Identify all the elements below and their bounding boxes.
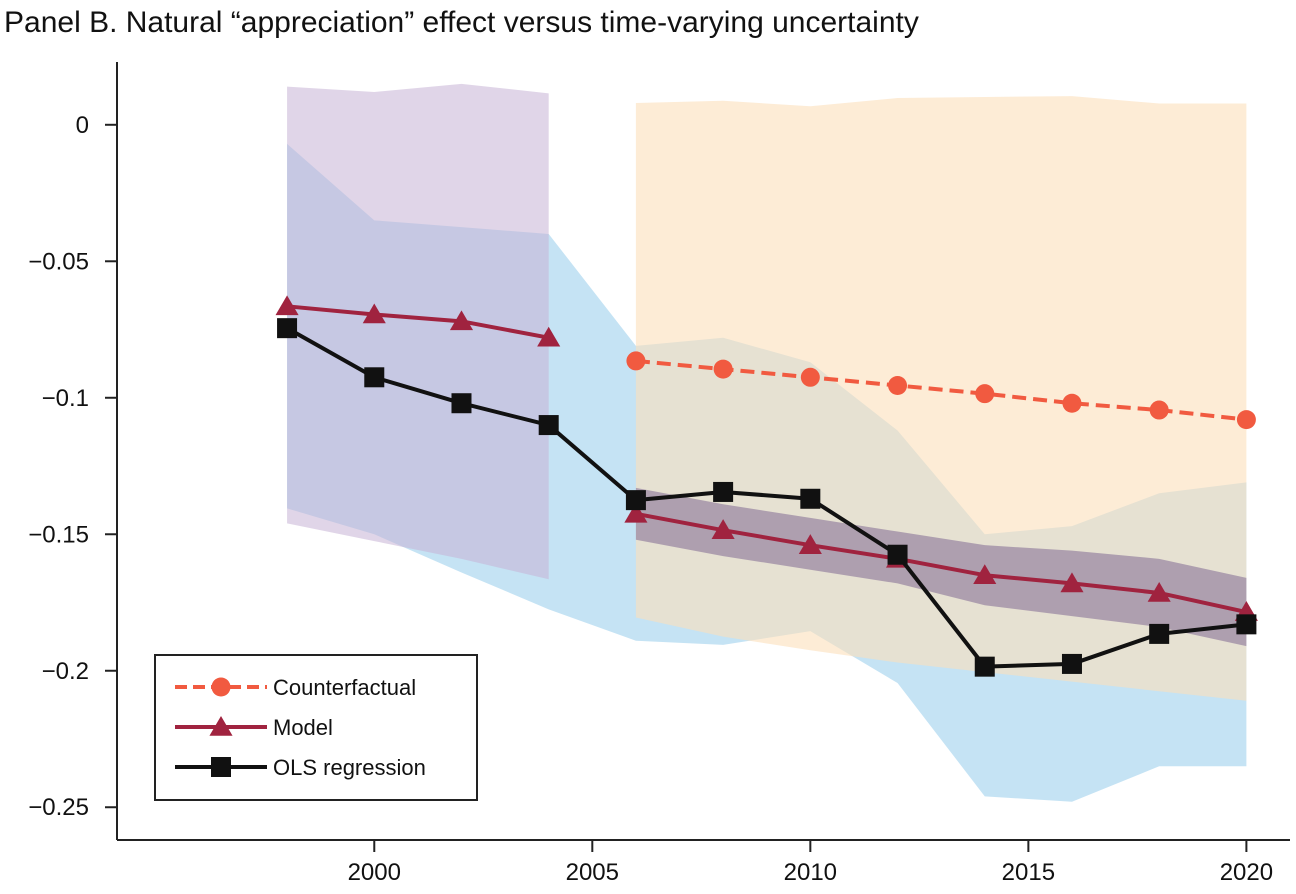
data-point-counterfactual	[888, 375, 908, 395]
data-point-ols-regression	[277, 318, 298, 339]
data-point-model	[1060, 572, 1084, 593]
series-layer	[275, 295, 1258, 677]
data-point-model	[1147, 581, 1171, 602]
confidence-band-3	[635, 96, 1247, 701]
data-point-counterfactual	[975, 384, 995, 404]
data-point-model	[275, 295, 299, 316]
data-point-model	[711, 519, 735, 539]
y-tick-label: −0.05	[28, 248, 89, 275]
data-point-model	[449, 310, 474, 331]
legend-marker-ols-regression	[211, 757, 231, 777]
y-tick-label: −0.1	[42, 385, 89, 412]
series-line-model	[286, 304, 550, 340]
y-tick-label: −0.15	[28, 521, 89, 548]
x-tick-label: 2000	[348, 859, 401, 886]
data-point-ols-regression	[451, 393, 472, 414]
y-tick-label: −0.25	[28, 794, 89, 821]
data-point-counterfactual	[713, 359, 733, 379]
data-point-ols-regression	[1061, 653, 1082, 674]
x-tick-label: 2005	[566, 859, 619, 886]
legend-marker-model	[209, 716, 233, 736]
data-point-model	[973, 564, 997, 585]
data-point-ols-regression	[713, 481, 734, 502]
data-point-ols-regression	[800, 488, 821, 509]
data-point-counterfactual	[800, 367, 820, 387]
confidence-band-2	[287, 83, 549, 580]
series-line-ols-regression	[286, 326, 1247, 669]
x-tick-label: 2020	[1220, 859, 1273, 886]
data-point-ols-regression	[887, 544, 908, 565]
data-point-model	[537, 326, 561, 347]
data-point-counterfactual	[626, 351, 646, 371]
legend-label-model: Model	[273, 715, 333, 740]
data-point-ols-regression	[625, 490, 646, 511]
data-point-model	[798, 534, 822, 554]
data-point-ols-regression	[1236, 614, 1257, 635]
series-line-counterfactual	[635, 358, 1247, 422]
data-point-ols-regression	[538, 415, 559, 436]
legend-label-counterfactual: Counterfactual	[273, 675, 416, 700]
series-model	[275, 295, 1258, 621]
legend: Counterfactual Model OLS regression	[154, 654, 478, 801]
data-point-counterfactual	[1149, 400, 1169, 420]
legend-label-ols-regression: OLS regression	[273, 755, 426, 780]
legend-marker-counterfactual	[211, 677, 231, 697]
axes-layer: 0 −0.05 −0.1 −0.15 −0.2 −0.25 2000 2005 2010 2015…	[28, 62, 1290, 886]
data-point-ols-regression	[974, 656, 995, 677]
data-point-counterfactual	[1062, 393, 1082, 413]
x-tick-label: 2015	[1002, 859, 1055, 886]
data-point-ols-regression	[364, 367, 385, 388]
series-line-model	[635, 511, 1247, 615]
series-counterfactual	[626, 351, 1256, 430]
chart-title: Panel B. Natural “appreciation” effect v…	[4, 6, 919, 39]
x-tick-label: 2010	[784, 859, 837, 886]
series-ols-regression	[277, 318, 1257, 677]
data-point-counterfactual	[1236, 410, 1256, 430]
data-point-ols-regression	[1149, 623, 1170, 644]
data-point-model	[624, 502, 648, 523]
y-tick-label: −0.2	[42, 658, 89, 685]
y-tick-label: 0	[76, 112, 89, 139]
data-point-model	[362, 303, 386, 324]
